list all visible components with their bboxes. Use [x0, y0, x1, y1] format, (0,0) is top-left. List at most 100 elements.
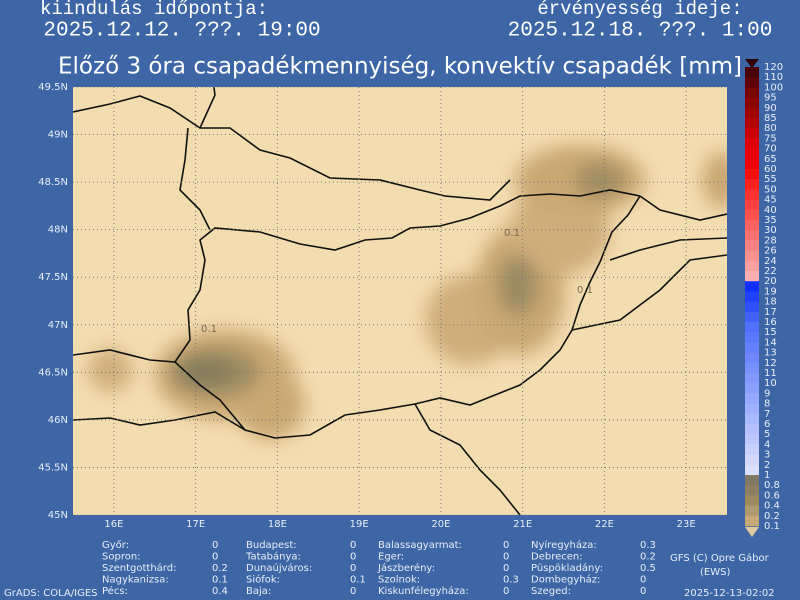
station-name: Eger: — [378, 552, 404, 563]
ews: (EWS) — [700, 567, 730, 578]
colorbar-cell — [745, 230, 759, 241]
colorbar-label: 12 — [764, 358, 777, 369]
colorbar-label: 22 — [764, 266, 777, 277]
precip-blobs — [88, 145, 727, 440]
colorbar-cell — [745, 322, 759, 333]
colorbar-cell — [745, 199, 759, 211]
colorbar-cell — [745, 464, 759, 476]
station-value: 0 — [350, 563, 356, 574]
x-tick-label: 17E — [186, 519, 205, 530]
colorbar-label: 7 — [764, 409, 770, 420]
border — [414, 403, 521, 515]
y-tick-label: 47N — [48, 320, 68, 331]
station-value: 0.4 — [212, 586, 228, 597]
colorbar-cell — [745, 413, 759, 425]
colorbar-label: 0.2 — [764, 511, 780, 522]
station-name: Szentgotthárd: — [102, 562, 176, 574]
station-name: Szolnok: — [378, 575, 420, 586]
map-title: Előző 3 óra csapadékmennyiség, konvektív… — [58, 54, 742, 80]
x-tick-label: 18E — [268, 519, 287, 530]
colorbar-label: 24 — [764, 256, 777, 267]
y-tick-label: 48N — [48, 225, 68, 236]
start-label: kiindulás időpontja: — [40, 0, 268, 20]
colorbar-cell — [745, 220, 759, 231]
colorbar-label: 26 — [764, 246, 777, 257]
colorbar-cell — [745, 515, 759, 527]
colorbar-cell — [745, 118, 759, 129]
colorbar-cell — [745, 373, 759, 384]
border — [609, 237, 727, 261]
border — [199, 87, 216, 129]
station-name: Balassagyarmat: — [378, 540, 462, 551]
colorbar-label: 16 — [764, 317, 777, 328]
colorbar-label: 0.8 — [764, 480, 780, 491]
colorbar-cell — [745, 67, 759, 78]
station-name: Tatabánya: — [245, 551, 301, 563]
colorbar-cell — [745, 403, 759, 415]
station-name: Kiskunfélegyháza: — [378, 585, 469, 597]
colorbar-label: 85 — [764, 113, 777, 124]
copyright: GFS (C) Opre Gábor — [670, 552, 770, 564]
border — [73, 189, 641, 363]
colorbar-cell — [745, 128, 759, 139]
station-name: Püspökladány: — [531, 562, 603, 574]
station-value: 0 — [350, 540, 356, 551]
station-value: 0 — [503, 552, 509, 563]
y-tick-label: 48.5N — [38, 177, 68, 188]
station-name: Pécs: — [102, 585, 128, 597]
station-name: Jászberény: — [377, 562, 435, 574]
colorbar-label: 0.4 — [764, 501, 780, 512]
valid-time: 2025.12.18. ???. 1:00 — [508, 20, 773, 43]
x-tick-label: 23E — [677, 519, 696, 530]
station-value: 0.2 — [212, 563, 228, 574]
y-tick-label: 46.5N — [38, 367, 68, 378]
colorbar-cell — [745, 169, 759, 180]
colorbar-label: 14 — [764, 337, 777, 348]
station-name: Dunaújváros: — [246, 562, 312, 574]
colorbar-label: 0.6 — [764, 490, 780, 501]
colorbar-label: 0.1 — [764, 521, 780, 532]
station-value: 0.3 — [503, 575, 519, 586]
colorbar-label: 3 — [764, 450, 770, 461]
colorbar-top-arrow — [745, 59, 759, 68]
colorbar-cell — [745, 250, 759, 262]
colorbar-label: 70 — [764, 144, 777, 155]
x-tick-label: 19E — [350, 519, 369, 530]
colorbar-label: 4 — [764, 439, 770, 450]
colorbar-cell — [745, 505, 759, 517]
colorbar-label: 1 — [764, 470, 770, 481]
colorbar-cell — [745, 158, 759, 170]
colorbar-label: 45 — [764, 195, 777, 206]
station-value: 0.5 — [640, 563, 656, 574]
x-tick-label: 20E — [431, 519, 450, 530]
station-value: 0 — [640, 586, 646, 597]
colorbar-cell — [745, 179, 759, 190]
y-tick-label: 46N — [48, 415, 68, 426]
colorbar-cell — [745, 189, 759, 200]
colorbar-cell — [745, 138, 759, 149]
colorbar-cell — [745, 352, 759, 364]
colorbar-cell — [745, 454, 759, 466]
colorbar-label: 40 — [764, 205, 777, 216]
colorbar-cell — [745, 291, 759, 302]
station-value: 0 — [503, 540, 509, 551]
station-name: Szeged: — [531, 586, 571, 597]
timestamp: 2025-12-13-02:02 — [684, 588, 775, 599]
grads-credit: GrADS: COLA/IGES — [4, 588, 98, 599]
colorbar-label: 120 — [764, 62, 783, 73]
station-value: 0 — [212, 540, 218, 551]
colorbar-label: 11 — [764, 368, 777, 379]
station-name: Budapest: — [246, 540, 297, 551]
station-value: 0.2 — [640, 552, 656, 563]
colorbar-label: 50 — [764, 184, 777, 195]
y-tick-label: 49.5N — [38, 82, 68, 93]
colorbar-label: 90 — [764, 103, 777, 114]
colorbar-label: 100 — [764, 82, 783, 93]
station-value: 0 — [640, 575, 646, 586]
station-name: Siófok: — [246, 574, 280, 586]
station-name: Debrecen: — [531, 552, 583, 563]
colorbar-cell — [745, 77, 759, 88]
colorbar-cell — [745, 148, 759, 160]
colorbar-cell — [745, 332, 759, 343]
colorbar-cell — [745, 209, 759, 221]
